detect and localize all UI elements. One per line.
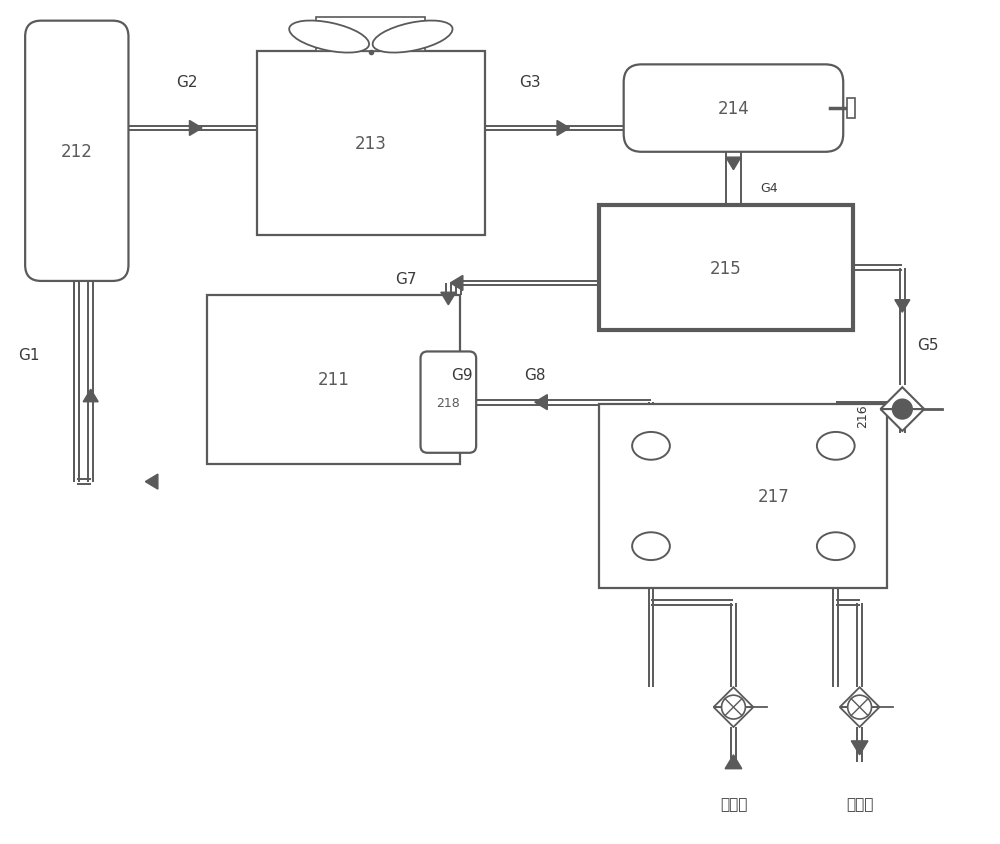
Polygon shape [189,122,202,136]
FancyBboxPatch shape [624,65,843,153]
Text: 215: 215 [710,259,742,277]
Ellipse shape [817,533,855,560]
Text: G5: G5 [917,338,939,353]
Ellipse shape [632,432,670,460]
Ellipse shape [817,432,855,460]
Polygon shape [441,293,456,306]
Text: 216: 216 [857,404,870,427]
Text: 213: 213 [355,135,387,153]
Circle shape [722,695,745,719]
Text: 218: 218 [436,396,460,409]
Text: 211: 211 [318,371,350,389]
Polygon shape [840,707,879,728]
Text: G3: G3 [519,75,541,90]
Polygon shape [840,687,879,707]
Circle shape [892,400,912,419]
Text: G1: G1 [18,348,40,363]
Text: 217: 217 [757,488,789,506]
Polygon shape [726,158,741,170]
Text: 214: 214 [718,100,749,118]
Ellipse shape [289,21,369,53]
Polygon shape [714,707,753,728]
Bar [207,295,460,464]
Polygon shape [714,687,753,707]
Polygon shape [895,300,910,313]
Bar [316,18,425,52]
Text: G7: G7 [395,272,416,287]
Text: G2: G2 [176,75,198,90]
Text: 进液口: 进液口 [720,796,747,811]
Bar [599,404,887,588]
Polygon shape [851,741,868,755]
Text: 212: 212 [61,143,93,160]
Text: G8: G8 [524,368,546,383]
Polygon shape [880,387,924,409]
Ellipse shape [632,533,670,560]
Bar [847,99,855,119]
Polygon shape [725,755,742,769]
Text: 出液口: 出液口 [846,796,873,811]
Polygon shape [83,390,98,403]
Text: G4: G4 [760,181,778,194]
FancyBboxPatch shape [421,352,476,453]
Bar [257,52,485,236]
Polygon shape [880,409,924,431]
Bar [599,206,853,330]
FancyBboxPatch shape [25,22,128,282]
Polygon shape [450,276,463,291]
Polygon shape [557,122,570,136]
Circle shape [848,695,872,719]
Polygon shape [145,474,158,490]
Text: G9: G9 [451,368,473,383]
Polygon shape [535,395,547,410]
Ellipse shape [373,21,453,53]
